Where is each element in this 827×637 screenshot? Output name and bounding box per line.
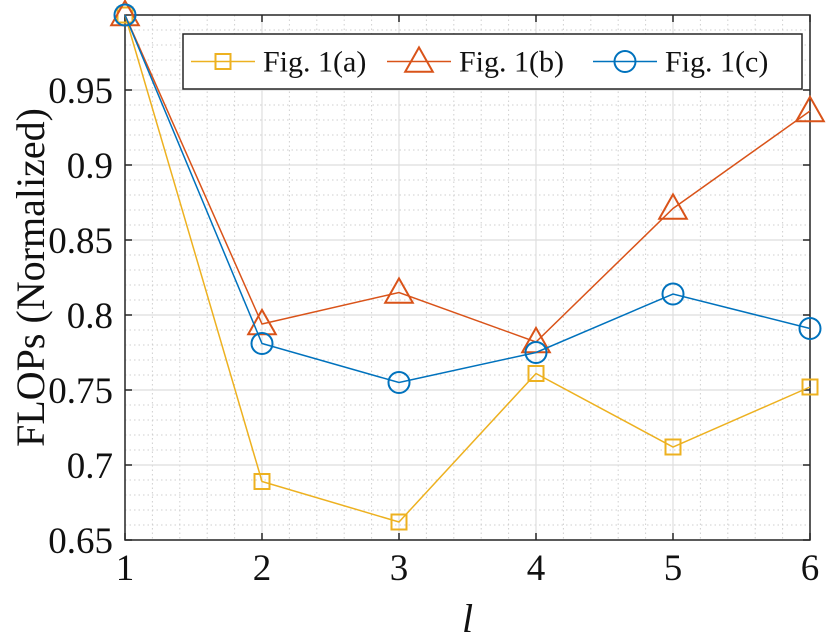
- x-tick-label: 4: [527, 548, 546, 589]
- data-point: [250, 332, 274, 355]
- y-tick-label: 0.9: [67, 146, 113, 187]
- data-point: [246, 307, 278, 336]
- series-line: [124, 14, 811, 343]
- data-point: [657, 192, 689, 220]
- axis-ticks: [124, 15, 811, 541]
- legend-marker: [613, 50, 637, 73]
- data-point: [387, 371, 411, 394]
- x-tick-label: 3: [390, 548, 409, 589]
- x-tick-label: 5: [664, 548, 683, 589]
- x-tick-label: 2: [253, 548, 272, 589]
- data-point: [390, 513, 408, 531]
- data-point: [794, 94, 826, 123]
- series-layer: [109, 0, 826, 531]
- x-axis-title: l: [462, 596, 473, 637]
- data-point: [664, 438, 682, 456]
- y-tick-label: 0.75: [48, 371, 113, 412]
- series-line: [124, 14, 811, 384]
- y-tick-label: 0.7: [67, 446, 113, 487]
- y-tick-labels: 0.65 0.7 0.75 0.8 0.85 0.9 0.95: [48, 71, 113, 562]
- legend-marker: [403, 45, 435, 73]
- y-tick-label: 0.85: [48, 221, 113, 262]
- legend-label: Fig. 1(a): [263, 46, 366, 79]
- legend-entry: Fig. 1(a): [191, 46, 366, 79]
- major-grid: [124, 15, 811, 541]
- data-point: [113, 3, 137, 27]
- series-line: [124, 14, 811, 523]
- x-tick-label: 1: [116, 548, 135, 589]
- data-point: [524, 341, 548, 364]
- data-point: [383, 276, 415, 304]
- legend: Fig. 1(a) Fig. 1(b) Fig. 1(c): [182, 33, 803, 90]
- legend-entry: Fig. 1(b): [387, 45, 564, 79]
- legend-box: [182, 33, 803, 90]
- legend-entry: Fig. 1(c): [593, 46, 768, 79]
- y-axis-title: FLOPs (Normalized): [8, 108, 53, 447]
- data-point: [801, 378, 819, 396]
- series-3: [113, 3, 822, 394]
- y-tick-label: 0.65: [48, 521, 113, 562]
- data-point: [798, 317, 822, 340]
- y-tick-label: 0.8: [67, 296, 113, 337]
- legend-label: Fig. 1(b): [459, 46, 564, 79]
- minor-grid: [125, 15, 810, 540]
- legend-marker: [214, 53, 232, 70]
- x-tick-label: 6: [801, 548, 820, 589]
- x-tick-labels: 1 2 3 4 5 6: [116, 548, 820, 589]
- plot-frame: [124, 14, 811, 541]
- y-tick-label: 0.95: [48, 71, 113, 112]
- data-point: [253, 473, 271, 490]
- legend-label: Fig. 1(c): [665, 46, 768, 79]
- data-point: [661, 282, 685, 306]
- data-point: [527, 365, 545, 382]
